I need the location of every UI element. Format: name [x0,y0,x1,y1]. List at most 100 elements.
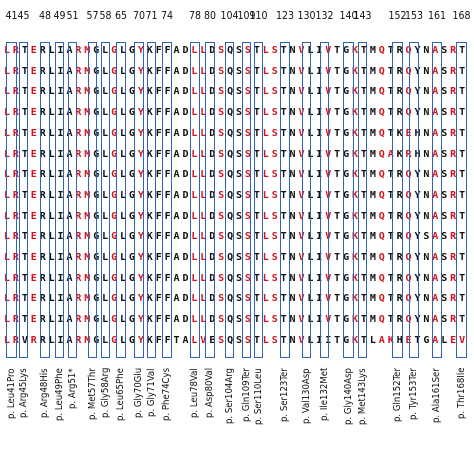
residue: L [191,231,197,243]
residue: D [182,293,188,305]
residue: D [209,272,215,284]
residue: R [39,86,46,98]
residue: K [146,314,153,326]
residue: G [128,293,135,305]
residue: S [244,169,251,181]
residue: T [459,314,465,326]
residue: M [369,272,376,284]
residue: Y [414,189,420,201]
residue: L [48,169,55,181]
residue: L [262,65,269,77]
residue: N [289,169,296,181]
residue: T [334,65,340,77]
residue: L [4,272,10,284]
residue: S [271,231,278,243]
residue: R [39,314,46,326]
residue: Y [414,86,420,98]
residue: Y [137,231,144,243]
residue: A [173,148,180,160]
residue: N [289,210,296,222]
residue: T [459,189,465,201]
residue: T [360,293,367,305]
residue: F [155,189,162,201]
residue: Y [137,107,144,119]
residue: S [236,189,242,201]
residue: M [369,107,376,119]
residue: S [244,86,251,98]
residue: S [236,314,242,326]
residue: T [253,189,260,201]
residue: V [21,334,28,346]
residue: G [128,45,135,56]
residue: M [84,45,90,56]
residue: D [182,210,188,222]
residue: Q [405,86,412,98]
residue: Y [414,314,420,326]
position-label: 168 [452,10,471,22]
residue: Y [137,127,144,139]
residue: F [164,293,171,305]
residue: L [200,231,206,243]
residue: G [128,148,135,160]
residue: M [369,45,376,56]
residue: E [405,334,412,346]
residue: S [236,252,242,263]
residue: T [360,252,367,263]
residue: R [450,127,456,139]
residue: M [84,65,90,77]
residue: I [316,334,322,346]
residue: F [164,45,171,56]
residue: F [155,314,162,326]
position-label: 58 [99,10,112,22]
residue: T [21,293,28,305]
residue: Q [405,45,412,56]
mutation-label: p. Met57Thr [86,368,98,420]
residue: T [360,189,367,201]
residue: I [316,231,322,243]
residue: S [236,45,242,56]
residue: G [128,65,135,77]
residue: G [343,314,349,326]
residue: S [423,231,429,243]
residue: K [146,231,153,243]
residue: S [441,65,447,77]
residue: R [450,210,456,222]
residue: I [57,45,64,56]
residue: A [173,86,180,98]
residue: T [459,45,465,56]
residue: N [289,272,296,284]
residue: E [30,65,37,77]
residue: F [164,169,171,181]
residue: R [450,107,456,119]
residue: T [334,272,340,284]
residue: R [396,293,403,305]
residue: S [244,334,251,346]
residue: G [111,231,117,243]
residue: K [352,272,358,284]
residue: G [111,252,117,263]
mutation-label: p. Leu78Val [189,368,200,418]
residue: G [128,127,135,139]
residue: S [236,293,242,305]
residue: Y [137,169,144,181]
residue: M [369,86,376,98]
residue: T [459,210,465,222]
residue: L [102,272,108,284]
mutation-label: p. Tyr153Ter [408,368,419,420]
residue: L [262,231,269,243]
residue: L [262,189,269,201]
residue: L [48,86,55,98]
residue: T [253,148,260,160]
residue: S [441,86,447,98]
residue: L [120,45,126,56]
residue: F [164,210,171,222]
residue: K [146,293,153,305]
residue: S [236,127,242,139]
mutation-highlight-box [6,42,17,358]
residue: L [441,334,447,346]
mutation-highlight-box [134,42,144,358]
residue: A [173,252,180,263]
residue: T [334,127,340,139]
residue: T [21,231,28,243]
